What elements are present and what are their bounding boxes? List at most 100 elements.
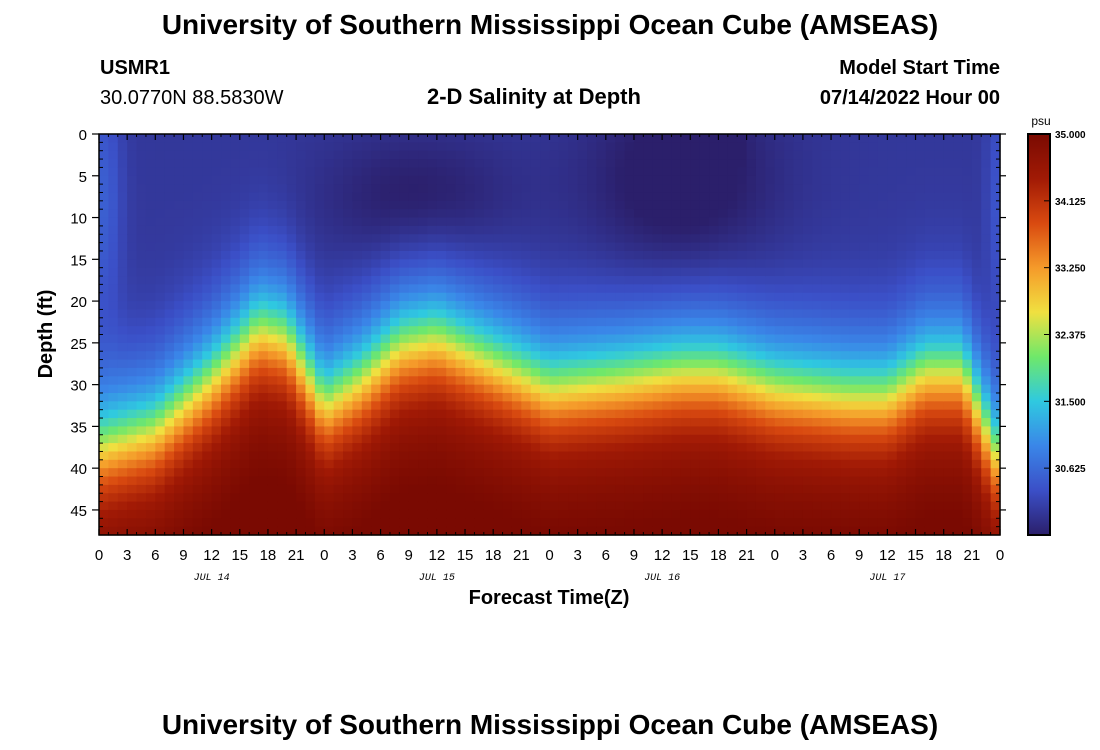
heatmap-cell bbox=[765, 217, 776, 227]
heatmap-cell bbox=[737, 518, 748, 528]
heatmap-cell bbox=[511, 259, 522, 269]
heatmap-cell bbox=[915, 376, 926, 386]
heatmap-cell bbox=[549, 276, 560, 285]
heatmap-cell bbox=[971, 184, 982, 194]
heatmap-cell bbox=[784, 418, 795, 427]
heatmap-cell bbox=[239, 434, 250, 444]
heatmap-cell bbox=[108, 309, 119, 319]
heatmap-cell bbox=[361, 326, 372, 336]
heatmap-cell bbox=[953, 334, 964, 344]
heatmap-cell bbox=[868, 342, 879, 352]
heatmap-cell bbox=[258, 142, 269, 152]
heatmap-cell bbox=[934, 250, 945, 260]
heatmap-cell bbox=[943, 526, 954, 536]
heatmap-cell bbox=[221, 175, 231, 185]
heatmap-cell bbox=[906, 217, 917, 227]
heatmap-cell bbox=[155, 142, 166, 152]
heatmap-cell bbox=[127, 276, 138, 285]
heatmap-cell bbox=[117, 451, 128, 461]
heatmap-cell bbox=[183, 509, 194, 519]
heatmap-cell bbox=[953, 134, 964, 143]
heatmap-cell bbox=[540, 292, 551, 302]
heatmap-cell bbox=[549, 451, 560, 461]
heatmap-cell bbox=[962, 509, 973, 519]
heatmap-cell bbox=[755, 409, 766, 419]
heatmap-cell bbox=[465, 142, 476, 152]
heatmap-cell bbox=[502, 167, 513, 177]
heatmap-cell bbox=[934, 484, 945, 494]
heatmap-cell bbox=[906, 384, 917, 394]
heatmap-cell bbox=[521, 292, 532, 302]
heatmap-cell bbox=[540, 426, 551, 436]
heatmap-cell bbox=[605, 159, 616, 169]
heatmap-cell bbox=[230, 250, 241, 260]
heatmap-cell bbox=[558, 451, 569, 461]
heatmap-cell bbox=[943, 518, 954, 528]
heatmap-cell bbox=[192, 468, 203, 478]
heatmap-cell bbox=[380, 276, 391, 285]
heatmap-cell bbox=[859, 276, 870, 285]
heatmap-cell bbox=[859, 367, 870, 377]
heatmap-cell bbox=[831, 509, 842, 519]
heatmap-cell bbox=[239, 317, 250, 327]
heatmap-cell bbox=[343, 217, 354, 227]
heatmap-cell bbox=[802, 434, 813, 444]
heatmap-cell bbox=[699, 409, 710, 419]
heatmap-cell bbox=[549, 359, 560, 369]
heatmap-cell bbox=[343, 250, 354, 260]
colorbar-tick-label: 34.125 bbox=[1055, 197, 1086, 208]
heatmap-cell bbox=[511, 326, 522, 336]
heatmap-cell bbox=[587, 284, 598, 294]
heatmap-cell bbox=[821, 418, 832, 427]
heatmap-cell bbox=[483, 309, 494, 319]
heatmap-cell bbox=[145, 292, 156, 302]
heatmap-cell bbox=[737, 443, 748, 453]
heatmap-cell bbox=[643, 167, 654, 177]
heatmap-cell bbox=[821, 175, 832, 185]
heatmap-cell bbox=[587, 468, 598, 478]
heatmap-cell bbox=[174, 209, 185, 219]
heatmap-cell bbox=[117, 342, 128, 352]
heatmap-cell bbox=[709, 250, 720, 260]
heatmap-cell bbox=[784, 367, 795, 377]
heatmap-cell bbox=[859, 434, 870, 444]
heatmap-cell bbox=[530, 451, 541, 461]
heatmap-cell bbox=[502, 418, 513, 427]
heatmap-cell bbox=[117, 317, 128, 327]
heatmap-cell bbox=[352, 459, 363, 469]
heatmap-cell bbox=[699, 334, 710, 344]
heatmap-cell bbox=[737, 242, 748, 252]
heatmap-cell bbox=[380, 351, 391, 361]
heatmap-cell bbox=[727, 276, 738, 285]
heatmap-cell bbox=[812, 426, 823, 436]
heatmap-cell bbox=[699, 468, 710, 478]
heatmap-cell bbox=[802, 418, 813, 427]
heatmap-cell bbox=[981, 167, 992, 177]
heatmap-cell bbox=[436, 167, 447, 177]
heatmap-cell bbox=[249, 142, 260, 152]
heatmap-cell bbox=[962, 493, 973, 503]
heatmap-cell bbox=[943, 443, 954, 453]
heatmap-cell bbox=[305, 443, 316, 453]
heatmap-cell bbox=[652, 342, 663, 352]
heatmap-cell bbox=[915, 476, 926, 486]
heatmap-cell bbox=[267, 342, 278, 352]
heatmap-cell bbox=[755, 142, 766, 152]
heatmap-cell bbox=[727, 250, 738, 260]
heatmap-cell bbox=[633, 434, 644, 444]
heatmap-cell bbox=[436, 225, 447, 235]
heatmap-cell bbox=[145, 451, 156, 461]
heatmap-cell bbox=[859, 359, 870, 369]
heatmap-cell bbox=[296, 192, 307, 202]
heatmap-cell bbox=[568, 276, 579, 285]
heatmap-cell bbox=[408, 326, 419, 336]
heatmap-cell bbox=[765, 259, 776, 269]
heatmap-cell bbox=[971, 501, 982, 511]
heatmap-cell bbox=[202, 225, 213, 235]
heatmap-cell bbox=[624, 384, 635, 394]
heatmap-cell bbox=[690, 242, 701, 252]
heatmap-cell bbox=[877, 443, 888, 453]
heatmap-cell bbox=[211, 301, 222, 311]
heatmap-cell bbox=[709, 484, 720, 494]
heatmap-cell bbox=[361, 493, 372, 503]
